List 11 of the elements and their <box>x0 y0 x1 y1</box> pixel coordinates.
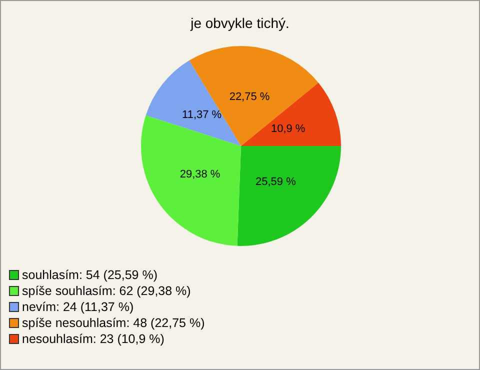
legend-label: nesouhlasím: 23 (10,9 %) <box>22 331 164 347</box>
legend-label: nevím: 24 (11,37 %) <box>22 299 134 315</box>
legend-label: spíše souhlasím: 62 (29,38 %) <box>22 283 191 299</box>
data-label: 29,38 % <box>180 168 220 181</box>
data-label: 25,59 % <box>256 176 296 188</box>
legend-label: souhlasím: 54 (25,59 %) <box>22 267 158 283</box>
data-label: 22,75 % <box>229 90 270 103</box>
chart-title: je obvykle tichý. <box>189 15 290 31</box>
data-label: 10,9 % <box>270 123 306 136</box>
legend-label: spíše nesouhlasím: 48 (22,75 %) <box>22 315 205 331</box>
data-label: 11,37 % <box>182 108 222 121</box>
